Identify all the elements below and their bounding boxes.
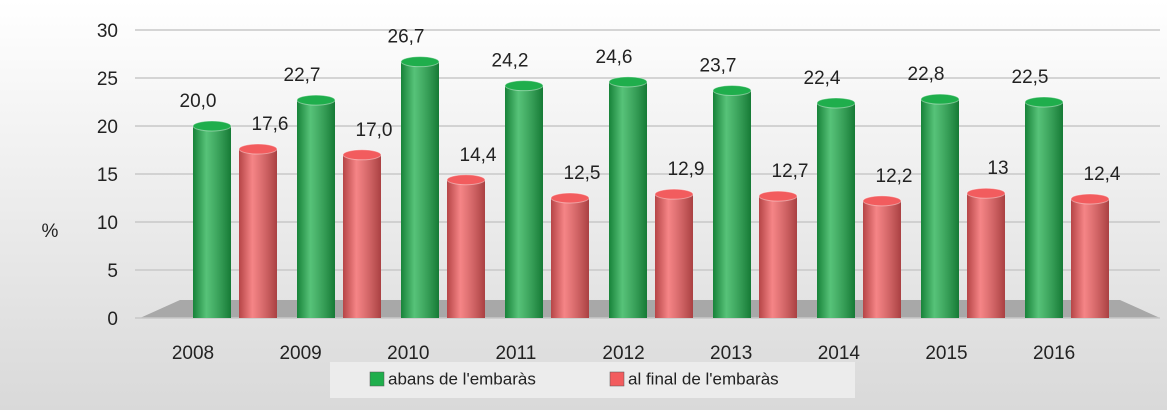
bar-shade [239, 149, 277, 318]
bar-shade [655, 194, 693, 318]
value-label: 24,2 [492, 51, 529, 72]
bar-shade [713, 90, 751, 318]
value-label: 22,7 [284, 65, 321, 86]
value-label: 22,5 [1012, 67, 1049, 88]
floor [140, 300, 1160, 318]
y-tick-label: 15 [97, 165, 118, 186]
x-tick-label: 2015 [925, 343, 967, 364]
bar-shade [297, 100, 335, 318]
value-label: 22,8 [908, 64, 945, 85]
bar-top [192, 120, 232, 132]
value-label: 12,7 [772, 161, 809, 182]
bar-top [342, 149, 382, 161]
bar-top [446, 174, 486, 186]
value-label: 17,6 [252, 114, 289, 135]
x-tick-label: 2013 [710, 343, 752, 364]
value-label: 23,7 [700, 55, 737, 76]
y-tick-label: 20 [97, 117, 118, 138]
bar-shade [447, 179, 485, 318]
x-tick-label: 2014 [818, 343, 861, 364]
bar-shade [609, 81, 647, 318]
bar-top [608, 76, 648, 88]
bar-top [1024, 96, 1064, 108]
bar-top [920, 93, 960, 105]
x-tick-label: 2010 [387, 343, 429, 364]
value-label: 12,4 [1084, 164, 1121, 185]
y-tick-label: 0 [107, 309, 118, 330]
bar-shade [967, 193, 1005, 318]
bar-top [504, 80, 544, 92]
y-tick-label: 30 [97, 21, 118, 42]
bar-top [654, 188, 694, 200]
bar-top [238, 143, 278, 155]
x-tick-label: 2009 [279, 343, 321, 364]
bar-top [758, 190, 798, 202]
y-tick-label: 5 [107, 261, 118, 282]
bar-shade [817, 102, 855, 319]
bar-top [862, 195, 902, 207]
bar-shade [401, 61, 439, 319]
value-label: 24,6 [596, 47, 633, 68]
bar-shade [551, 198, 589, 318]
bar-shade [343, 154, 381, 318]
bar-shade [505, 85, 543, 319]
value-label: 26,7 [388, 27, 425, 48]
bar-shade [193, 126, 231, 318]
y-tick-label: 25 [97, 69, 118, 90]
value-label: 20,0 [180, 91, 217, 112]
value-label: 12,5 [564, 163, 601, 184]
bar-top [1070, 193, 1110, 205]
legend [330, 362, 855, 398]
value-label: 12,2 [876, 166, 913, 187]
bar-shade [921, 99, 959, 319]
value-label: 12,9 [668, 159, 705, 180]
legend-swatch [609, 371, 625, 387]
value-label: 17,0 [356, 120, 393, 141]
legend-label: abans de l'embaràs [388, 369, 536, 388]
bar-top [712, 84, 752, 96]
y-tick-label: 10 [97, 213, 118, 234]
bar-shade [1025, 102, 1063, 318]
value-label: 13 [987, 158, 1008, 179]
x-tick-label: 2012 [602, 343, 644, 364]
bar-top [400, 56, 440, 68]
bar-shade [863, 200, 901, 318]
bar-shade [1071, 198, 1109, 318]
x-tick-label: 2008 [172, 343, 214, 364]
legend-swatch [369, 371, 385, 387]
bar-top [550, 192, 590, 204]
value-label: 14,4 [460, 145, 497, 166]
bar-top [296, 94, 336, 106]
bar-top [816, 97, 856, 109]
x-tick-label: 2011 [495, 343, 536, 364]
y-axis-label: % [42, 221, 59, 242]
bar-shade [759, 196, 797, 318]
value-label: 22,4 [804, 68, 841, 89]
bar-top [966, 187, 1006, 199]
legend-label: al final de l'embaràs [628, 369, 779, 388]
x-tick-label: 2016 [1033, 343, 1075, 364]
